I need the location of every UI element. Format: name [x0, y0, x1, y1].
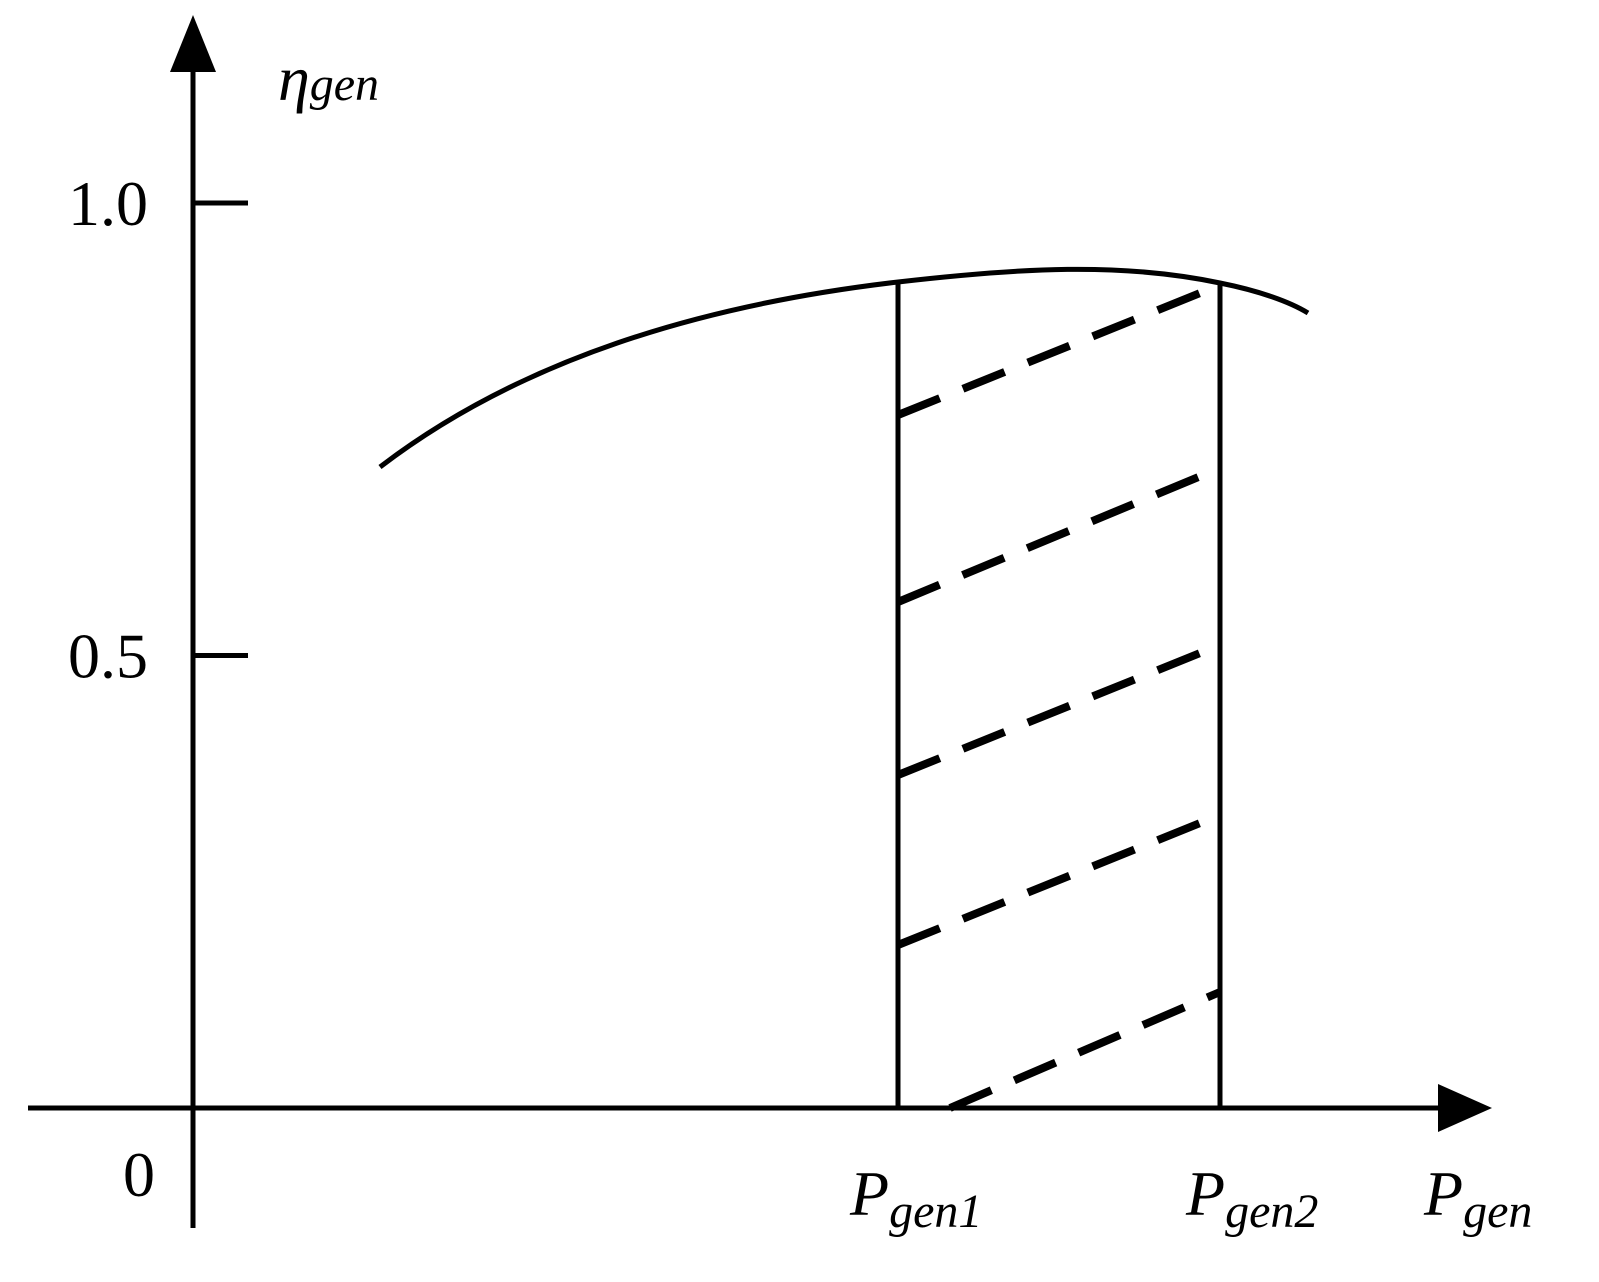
marker-label: Pgen2: [1185, 1158, 1318, 1238]
ticks: 0 0.5 1.0: [68, 168, 248, 1210]
hatch-line: [948, 988, 1222, 1112]
hatch-line: [896, 464, 1222, 606]
hatch-line: [896, 281, 1222, 419]
hatch-line: [896, 641, 1222, 779]
efficiency-curve: [378, 266, 1310, 469]
y-axis-label: ηgen: [278, 43, 379, 114]
y-axis-arrow: [170, 15, 216, 72]
hatching: [896, 281, 1222, 1112]
x-axis-arrow: [1438, 1084, 1492, 1132]
y-tick-label: 0.5: [68, 621, 148, 692]
y-tick-label: 1.0: [68, 168, 148, 239]
x-axis-label: Pgen: [1423, 1158, 1532, 1238]
y-tick-label: 0: [123, 1139, 155, 1210]
hatch-line: [896, 811, 1222, 949]
marker-label: Pgen1: [849, 1158, 982, 1238]
